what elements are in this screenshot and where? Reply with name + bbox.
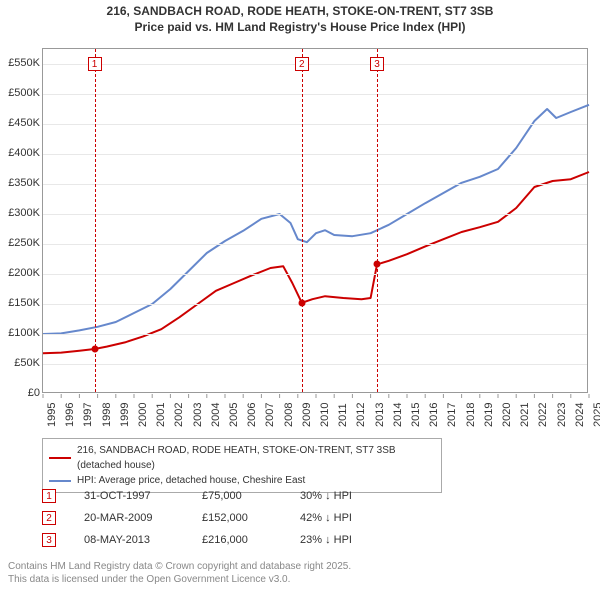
sale-date: 20-MAR-2009	[84, 512, 174, 524]
sale-marker: 2	[42, 511, 56, 525]
title-line-2: Price paid vs. HM Land Registry's House …	[0, 20, 600, 36]
gridline	[43, 334, 587, 335]
x-axis-label: 2016	[428, 403, 440, 427]
title-line-1: 216, SANDBACH ROAD, RODE HEATH, STOKE-ON…	[0, 4, 600, 20]
sale-pct: 30% ↓ HPI	[300, 490, 410, 502]
gridline	[43, 64, 587, 65]
gridline	[43, 244, 587, 245]
footer: Contains HM Land Registry data © Crown c…	[8, 560, 592, 586]
footer-line-2: This data is licensed under the Open Gov…	[8, 573, 592, 586]
gridline	[43, 304, 587, 305]
y-axis-label: £400K	[0, 147, 40, 159]
legend-swatch	[49, 457, 71, 459]
event-marker: 1	[88, 57, 102, 71]
sale-price: £75,000	[202, 490, 272, 502]
y-axis-label: £450K	[0, 117, 40, 129]
plot-area: 1 2 3	[42, 48, 588, 393]
y-axis-label: £200K	[0, 267, 40, 279]
sale-row: 1 31-OCT-1997 £75,000 30% ↓ HPI	[42, 486, 588, 506]
x-axis-label: 1998	[101, 403, 113, 427]
gridline	[43, 364, 587, 365]
sale-date: 08-MAY-2013	[84, 534, 174, 546]
gridline	[43, 274, 587, 275]
x-axis-label: 2009	[301, 403, 313, 427]
chart-container: 216, SANDBACH ROAD, RODE HEATH, STOKE-ON…	[0, 0, 600, 590]
y-axis-label: £150K	[0, 297, 40, 309]
gridline	[43, 214, 587, 215]
sale-row: 3 08-MAY-2013 £216,000 23% ↓ HPI	[42, 530, 588, 550]
x-axis-label: 2014	[392, 403, 404, 427]
sale-price: £216,000	[202, 534, 272, 546]
sale-marker-dot	[373, 261, 380, 268]
y-axis-label: £300K	[0, 207, 40, 219]
chart-title: 216, SANDBACH ROAD, RODE HEATH, STOKE-ON…	[0, 0, 600, 35]
sale-marker: 3	[42, 533, 56, 547]
sale-pct: 42% ↓ HPI	[300, 512, 410, 524]
y-axis-label: £0	[0, 387, 40, 399]
x-axis-label: 2008	[283, 403, 295, 427]
event-marker: 3	[370, 57, 384, 71]
sale-marker: 1	[42, 489, 56, 503]
sale-pct: 23% ↓ HPI	[300, 534, 410, 546]
event-line	[95, 49, 96, 392]
y-axis-label: £250K	[0, 237, 40, 249]
price-line	[43, 172, 589, 353]
sale-marker-dot	[298, 299, 305, 306]
y-axis-label: £550K	[0, 57, 40, 69]
x-axis-label: 1996	[64, 403, 76, 427]
x-axis-label: 2005	[228, 403, 240, 427]
x-axis-label: 2020	[501, 403, 513, 427]
sale-date: 31-OCT-1997	[84, 490, 174, 502]
x-axis-label: 1995	[46, 403, 58, 427]
legend: 216, SANDBACH ROAD, RODE HEATH, STOKE-ON…	[42, 438, 442, 493]
x-axis-label: 2012	[355, 403, 367, 427]
y-axis-label: £50K	[0, 357, 40, 369]
footer-line-1: Contains HM Land Registry data © Crown c…	[8, 560, 592, 573]
sale-row: 2 20-MAR-2009 £152,000 42% ↓ HPI	[42, 508, 588, 528]
chart-svg	[43, 49, 587, 392]
x-axis-label: 1999	[119, 403, 131, 427]
x-axis-label: 2002	[173, 403, 185, 427]
sale-price: £152,000	[202, 512, 272, 524]
x-axis-label: 2015	[410, 403, 422, 427]
event-line	[302, 49, 303, 392]
x-axis-label: 2024	[574, 403, 586, 427]
x-axis-label: 2021	[519, 403, 531, 427]
y-axis-label: £350K	[0, 177, 40, 189]
gridline	[43, 184, 587, 185]
x-axis-label: 2025	[592, 403, 600, 427]
x-axis-label: 2003	[192, 403, 204, 427]
x-axis-label: 2022	[537, 403, 549, 427]
x-axis-label: 2017	[446, 403, 458, 427]
x-axis-label: 2013	[374, 403, 386, 427]
x-axis-label: 1997	[82, 403, 94, 427]
x-axis-label: 2001	[155, 403, 167, 427]
x-axis-label: 2004	[210, 403, 222, 427]
x-axis-label: 2006	[246, 403, 258, 427]
gridline	[43, 124, 587, 125]
x-axis-label: 2023	[556, 403, 568, 427]
legend-label: 216, SANDBACH ROAD, RODE HEATH, STOKE-ON…	[77, 443, 435, 473]
y-axis-label: £100K	[0, 327, 40, 339]
x-axis-label: 2018	[465, 403, 477, 427]
x-axis-label: 2010	[319, 403, 331, 427]
event-marker: 2	[295, 57, 309, 71]
x-axis-label: 2007	[264, 403, 276, 427]
gridline	[43, 154, 587, 155]
sale-marker-dot	[91, 346, 98, 353]
event-line	[377, 49, 378, 392]
x-axis-label: 2019	[483, 403, 495, 427]
hpi-line	[43, 105, 589, 334]
y-axis-label: £500K	[0, 87, 40, 99]
x-axis-label: 2000	[137, 403, 149, 427]
legend-item: 216, SANDBACH ROAD, RODE HEATH, STOKE-ON…	[49, 443, 435, 473]
gridline	[43, 94, 587, 95]
x-axis-label: 2011	[337, 403, 349, 427]
legend-swatch	[49, 480, 71, 482]
